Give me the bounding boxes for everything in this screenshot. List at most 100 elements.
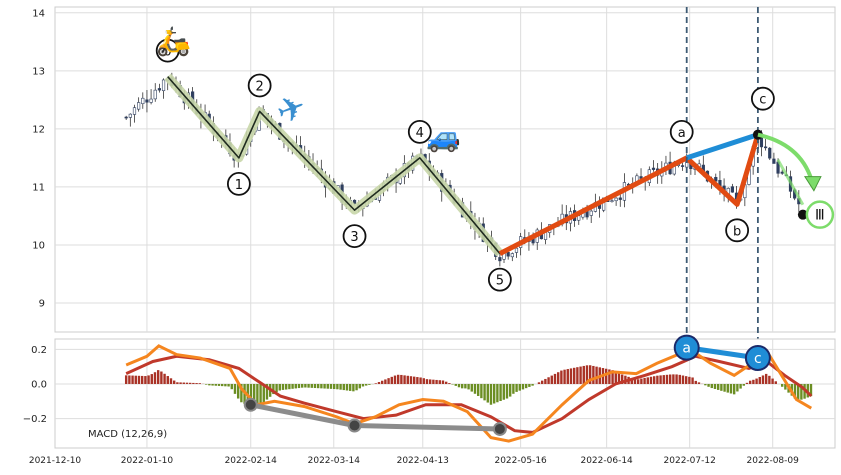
macd-histogram-bar bbox=[160, 372, 162, 384]
candle-body bbox=[611, 201, 614, 202]
price-y-tick-label: 13 bbox=[32, 66, 45, 77]
macd-histogram-bar bbox=[163, 374, 165, 384]
macd-histogram-bar bbox=[499, 384, 501, 401]
macd-histogram-bar bbox=[496, 384, 498, 402]
macd-histogram-bar bbox=[643, 378, 645, 384]
macd-histogram-bar bbox=[717, 384, 719, 390]
macd-histogram-bar bbox=[231, 384, 233, 389]
macd-histogram-bar bbox=[391, 377, 393, 384]
car-icon: 🚙 bbox=[426, 120, 461, 153]
macd-histogram-bar bbox=[669, 375, 671, 384]
macd-y-tick-label: 0.2 bbox=[31, 345, 47, 356]
macd-histogram-bar bbox=[330, 384, 332, 389]
macd-histogram-bar bbox=[381, 381, 383, 384]
macd-histogram-bar bbox=[282, 384, 284, 390]
macd-histogram-bar bbox=[224, 384, 226, 386]
macd-histogram-bar bbox=[291, 384, 293, 389]
macd-histogram-bar bbox=[483, 384, 485, 400]
macd-histogram-bar bbox=[592, 366, 594, 384]
macd-histogram-bar bbox=[650, 377, 652, 384]
macd-histogram-bar bbox=[570, 368, 572, 384]
macd-histogram-bar bbox=[567, 369, 569, 384]
candle-body bbox=[764, 147, 767, 148]
macd-histogram-bar bbox=[375, 383, 377, 384]
macd-histogram-bar bbox=[458, 384, 460, 387]
macd-histogram-bar bbox=[176, 382, 178, 384]
macd-histogram-bar bbox=[195, 383, 197, 384]
macd-histogram-bar bbox=[179, 382, 181, 384]
macd-histogram-bar bbox=[403, 375, 405, 384]
macd-histogram-bar bbox=[675, 374, 677, 384]
macd-wave-label: a bbox=[682, 341, 691, 357]
price-y-tick-label: 9 bbox=[39, 298, 45, 309]
candle-body bbox=[781, 172, 784, 173]
macd-y-tick-label: 0.0 bbox=[31, 379, 47, 390]
macd-histogram-bar bbox=[672, 374, 674, 384]
macd-histogram-bar bbox=[547, 377, 549, 384]
macd-histogram-bar bbox=[183, 383, 185, 384]
macd-histogram-bar bbox=[541, 381, 543, 384]
macd-histogram-bar bbox=[170, 378, 172, 384]
macd-histogram-bar bbox=[221, 384, 223, 386]
macd-histogram-bar bbox=[755, 379, 757, 384]
macd-histogram-bar bbox=[519, 384, 521, 391]
macd-histogram-bar bbox=[352, 384, 354, 391]
macd-histogram-bar bbox=[762, 375, 764, 384]
macd-histogram-bar bbox=[138, 376, 140, 384]
wave-label: b bbox=[733, 224, 741, 239]
macd-histogram-bar bbox=[192, 383, 194, 384]
macd-histogram-bar bbox=[189, 383, 191, 384]
macd-histogram-bar bbox=[765, 374, 767, 384]
macd-histogram-bar bbox=[743, 384, 745, 386]
macd-histogram-bar bbox=[733, 384, 735, 394]
macd-histogram-bar bbox=[346, 384, 348, 391]
macd-histogram-bar bbox=[704, 384, 706, 385]
macd-histogram-bar bbox=[125, 375, 127, 384]
macd-histogram-bar bbox=[551, 376, 553, 384]
macd-divergence-point bbox=[349, 420, 361, 432]
macd-histogram-bar bbox=[560, 371, 562, 384]
macd-histogram-bar bbox=[394, 376, 396, 384]
macd-histogram-bar bbox=[131, 376, 133, 384]
macd-histogram-bar bbox=[576, 367, 578, 384]
macd-histogram-bar bbox=[525, 384, 527, 388]
macd-histogram-bar bbox=[490, 384, 492, 405]
macd-histogram-bar bbox=[768, 376, 770, 384]
wave-label: 5 bbox=[496, 274, 504, 289]
macd-histogram-bar bbox=[583, 366, 585, 384]
macd-histogram-bar bbox=[407, 376, 409, 384]
candle-body bbox=[773, 159, 776, 164]
macd-histogram-bar bbox=[144, 376, 146, 384]
candle-body bbox=[731, 187, 734, 193]
macd-histogram-bar bbox=[451, 384, 453, 385]
macd-histogram-bar bbox=[679, 375, 681, 384]
price-y-tick-label: 12 bbox=[32, 124, 45, 135]
macd-histogram-bar bbox=[419, 377, 421, 384]
macd-histogram-bar bbox=[720, 384, 722, 391]
macd-divergence-point bbox=[494, 423, 506, 435]
macd-histogram-bar bbox=[439, 380, 441, 384]
macd-histogram-bar bbox=[365, 384, 367, 386]
macd-histogram-bar bbox=[314, 384, 316, 388]
macd-y-tick-label: −0.2 bbox=[23, 414, 47, 425]
x-tick-label: 2022-08-09 bbox=[747, 456, 800, 466]
macd-histogram-bar bbox=[317, 384, 319, 388]
wave-label: c bbox=[759, 93, 766, 108]
macd-histogram-bar bbox=[477, 384, 479, 396]
macd-histogram-bar bbox=[663, 375, 665, 384]
macd-histogram-bar bbox=[461, 384, 463, 388]
candle-body bbox=[154, 90, 157, 99]
macd-histogram-bar bbox=[688, 377, 690, 384]
x-tick-label: 2022-06-14 bbox=[580, 456, 633, 466]
macd-histogram-bar bbox=[656, 376, 658, 384]
macd-histogram-bar bbox=[128, 375, 130, 384]
macd-histogram-bar bbox=[467, 384, 469, 389]
x-tick-label: 2022-01-10 bbox=[121, 456, 174, 466]
macd-histogram-bar bbox=[666, 375, 668, 384]
candle-body bbox=[768, 148, 771, 158]
wave-label: 4 bbox=[416, 126, 424, 141]
macd-histogram-bar bbox=[445, 382, 447, 384]
macd-histogram-bar bbox=[579, 367, 581, 384]
